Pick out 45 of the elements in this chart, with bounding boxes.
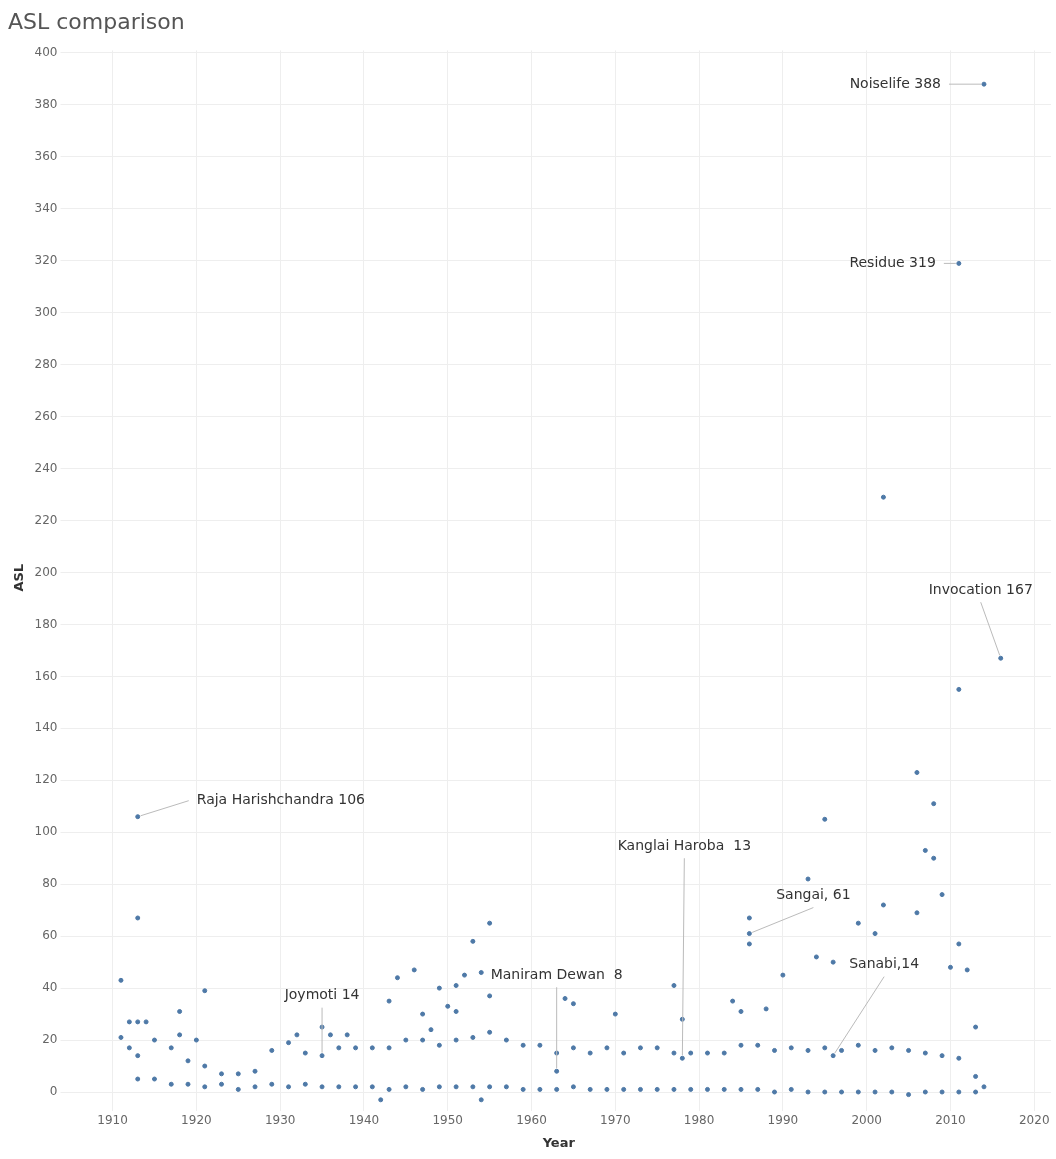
x-tick-label: 2020	[1018, 1113, 1050, 1128]
x-tick-label: 1910	[97, 1113, 128, 1128]
y-tick-label: 140	[34, 720, 58, 735]
y-tick-label: 240	[34, 460, 58, 475]
x-tick-label: 2010	[935, 1113, 966, 1128]
y-tick-label: 280	[34, 356, 58, 371]
y-tick-label: 120	[34, 772, 58, 787]
y-axis-title: ASL	[11, 563, 27, 592]
annotation: Invocation 167	[928, 580, 1033, 597]
y-tick-label: 340	[34, 200, 58, 215]
y-tick-label: 200	[34, 564, 58, 579]
y-tick-label: 320	[34, 252, 58, 267]
annotation: Raja Harishchandra 106	[196, 791, 366, 808]
x-tick-label: 1970	[600, 1113, 631, 1128]
annotation: Kanglai Haroba 13	[617, 836, 752, 853]
y-tick-label: 40	[42, 980, 58, 995]
x-tick-label: 1960	[516, 1113, 547, 1128]
annotation: Maniram Dewan 8	[490, 965, 623, 982]
x-tick-label: 1950	[432, 1113, 464, 1128]
y-tick-label: 20	[42, 1032, 58, 1047]
y-tick-label: 220	[34, 512, 58, 527]
y-tick-label: 380	[34, 97, 58, 112]
annotation: Sanabi,14	[849, 955, 920, 972]
y-tick-label: 180	[34, 616, 58, 631]
x-tick-label: 1930	[264, 1113, 296, 1128]
y-tick-label: 300	[34, 304, 58, 319]
y-tick-label: 260	[34, 408, 58, 423]
y-tick-label: 80	[42, 876, 58, 891]
y-tick-label: 360	[34, 149, 58, 164]
x-tick-label: 1980	[683, 1113, 715, 1128]
x-tick-label: 1940	[348, 1113, 380, 1128]
x-axis-title: Year	[541, 1134, 576, 1150]
annotation: Noiselife 388	[849, 74, 941, 91]
annotation: Sangai, 61	[776, 886, 851, 903]
chart-title: ASL comparison	[8, 8, 185, 34]
y-tick-label: 100	[34, 824, 58, 839]
y-tick-label: 400	[34, 45, 58, 60]
x-tick-label: 1990	[767, 1113, 799, 1128]
y-tick-label: 0	[49, 1084, 58, 1099]
annotation: Joymoti 14	[283, 986, 360, 1003]
x-tick-label: 2000	[851, 1113, 882, 1128]
y-tick-label: 160	[34, 668, 58, 683]
x-tick-label: 1920	[181, 1113, 212, 1128]
y-tick-label: 60	[42, 928, 58, 943]
annotation: Residue 319	[849, 254, 936, 271]
